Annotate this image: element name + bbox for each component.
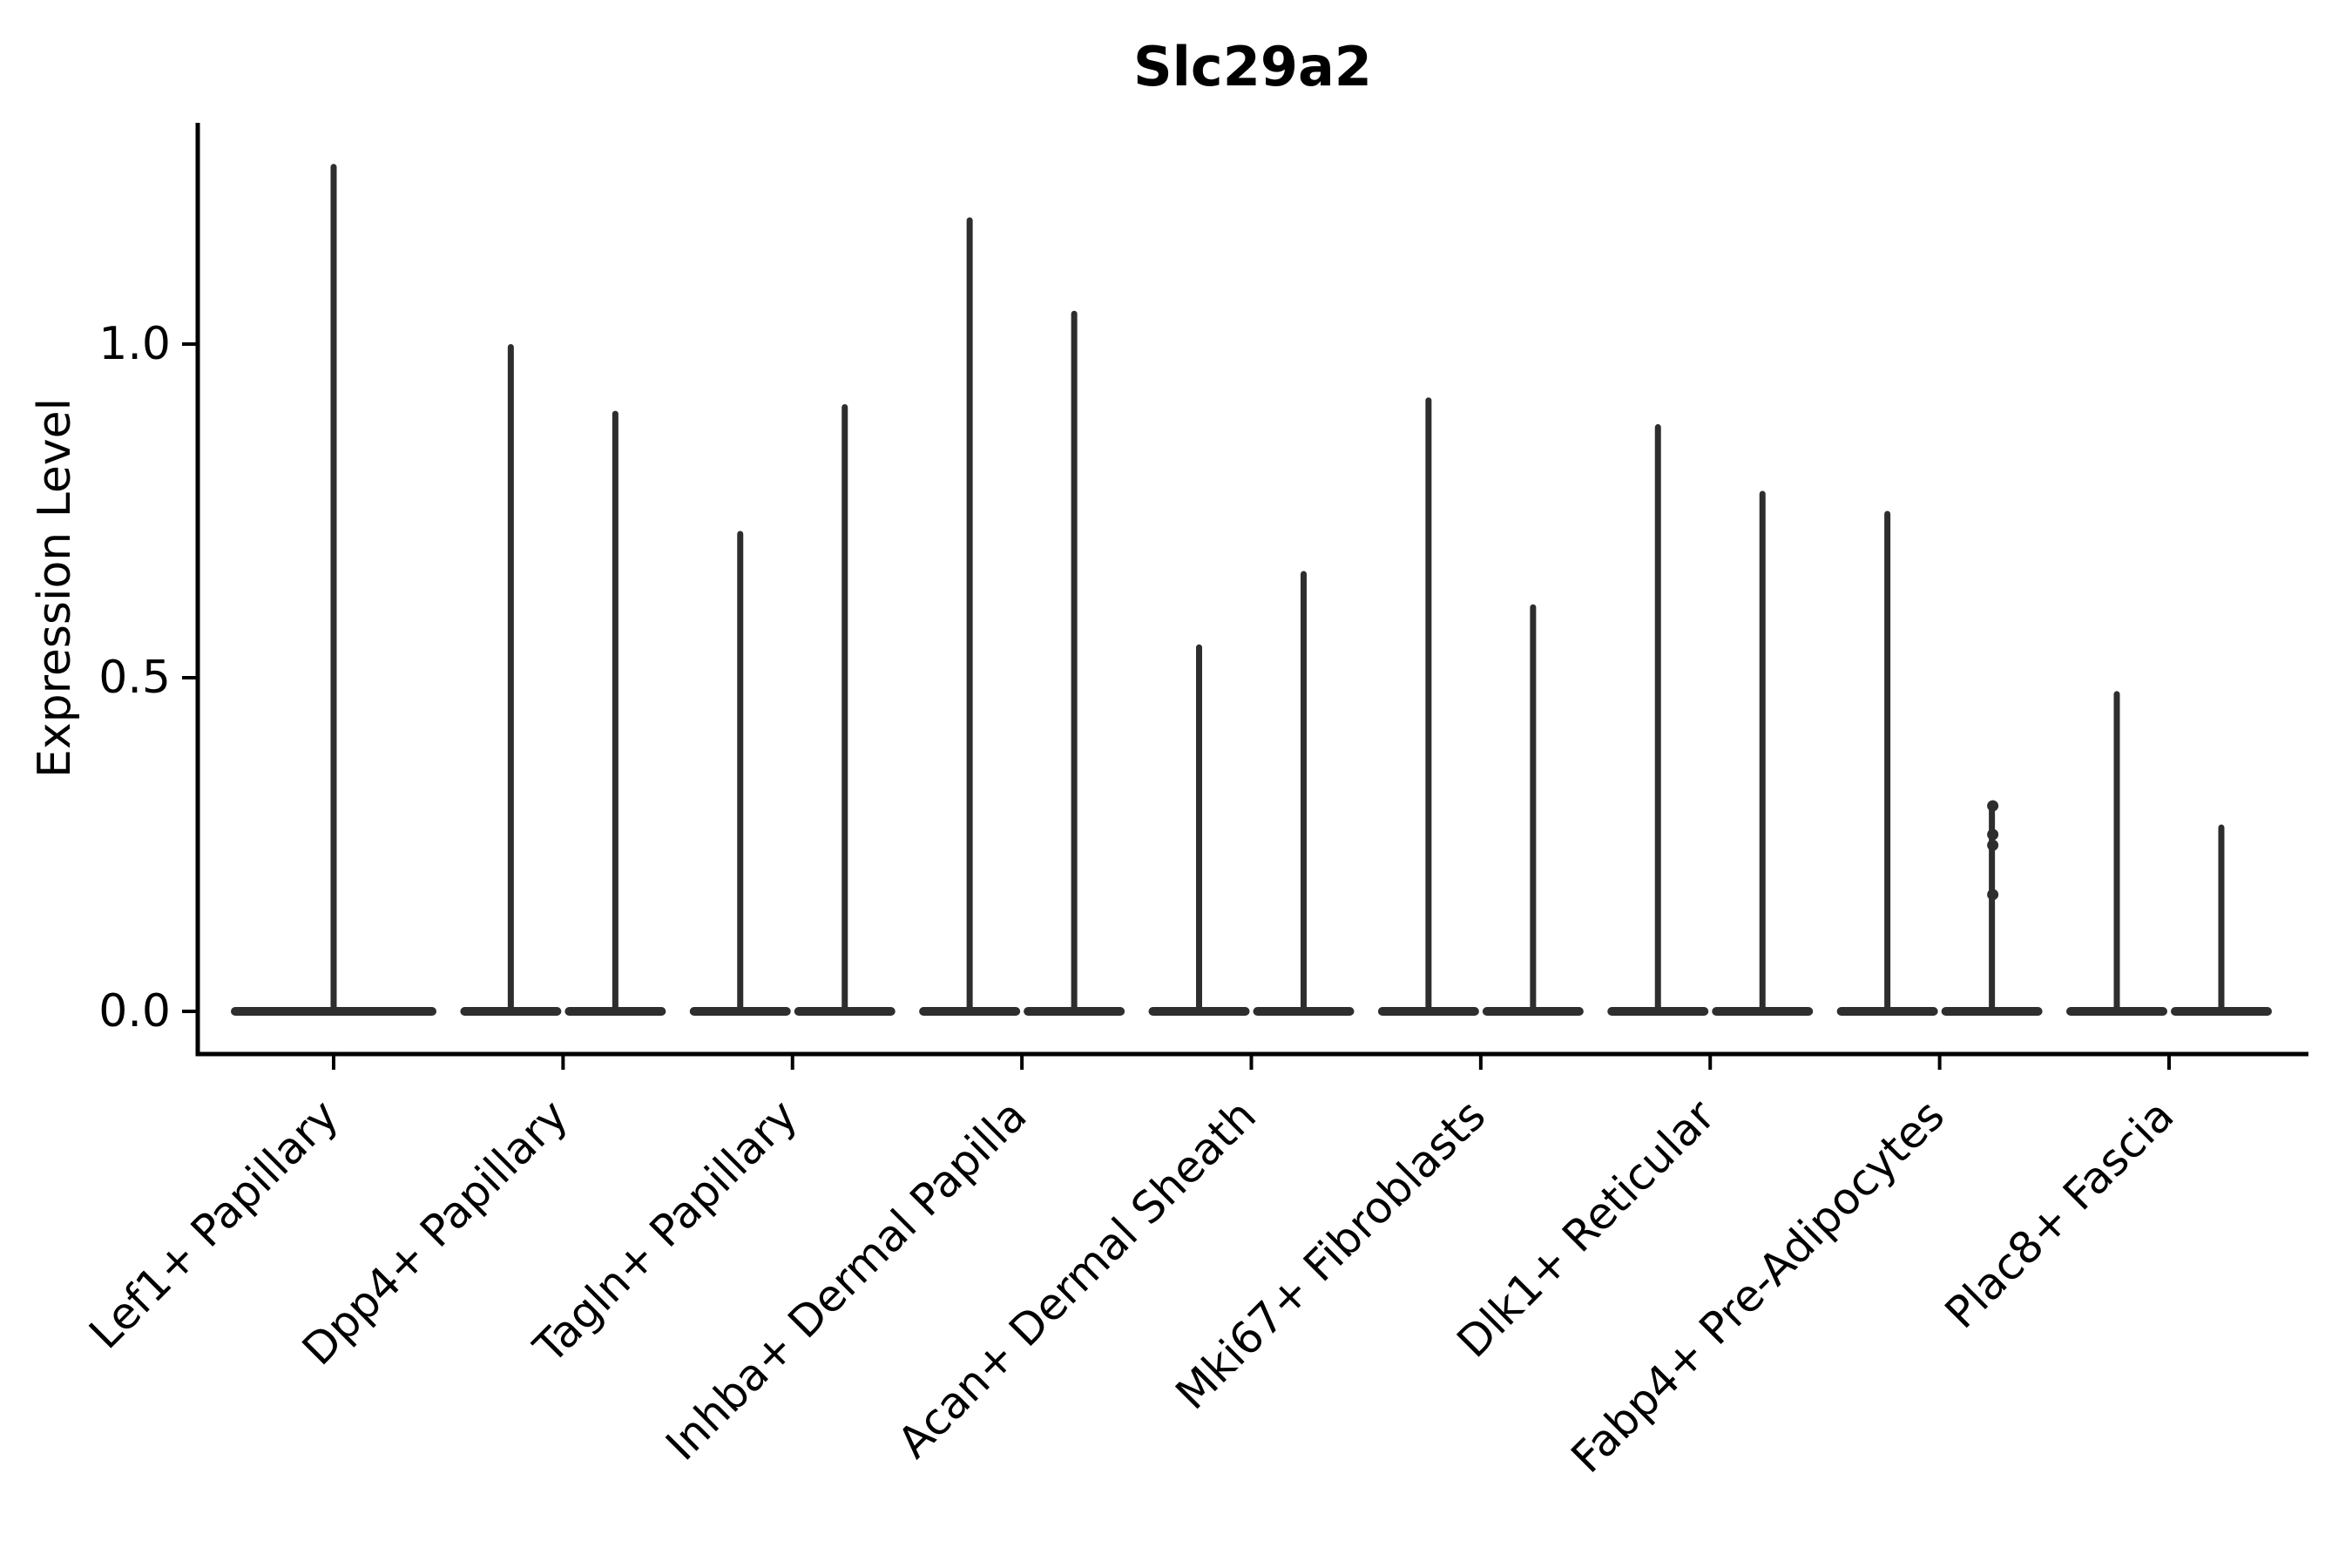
violin bbox=[1148, 644, 1250, 1016]
violin-needle bbox=[966, 217, 973, 1011]
chart-title: Slc29a2 bbox=[1133, 35, 1372, 98]
expression-point bbox=[1987, 828, 1999, 841]
violin-needle bbox=[737, 531, 744, 1011]
violin-needle bbox=[1301, 571, 1307, 1011]
violin bbox=[919, 217, 1021, 1016]
violin-needle bbox=[1530, 604, 1537, 1011]
violin-needle bbox=[1884, 510, 1891, 1011]
violin-needle bbox=[1759, 490, 1766, 1011]
violin-needle bbox=[2113, 691, 2120, 1011]
violin bbox=[1024, 310, 1125, 1016]
violin bbox=[1712, 490, 1814, 1016]
violin-needle bbox=[1196, 644, 1202, 1011]
violin-needle bbox=[330, 164, 337, 1011]
violin-needle bbox=[1989, 804, 1996, 1011]
expression-point bbox=[1987, 800, 1999, 812]
violin bbox=[2171, 824, 2272, 1016]
violin bbox=[1941, 800, 2043, 1016]
violin bbox=[1377, 397, 1479, 1016]
violin bbox=[1253, 571, 1355, 1016]
violin-needle bbox=[841, 403, 848, 1011]
violin bbox=[1836, 510, 1938, 1016]
expression-point bbox=[1987, 889, 1999, 901]
violin bbox=[1607, 423, 1709, 1016]
violin-needle bbox=[507, 344, 514, 1011]
violin-needle bbox=[2218, 824, 2225, 1011]
violin bbox=[1482, 604, 1584, 1016]
violin bbox=[564, 410, 666, 1016]
violin bbox=[794, 403, 896, 1016]
violin bbox=[460, 344, 562, 1016]
violin bbox=[231, 164, 436, 1016]
x-tick-label: Lef1+ Papillary bbox=[79, 1090, 348, 1358]
y-tick-label: 1.0 bbox=[98, 318, 171, 370]
expression-point bbox=[1987, 839, 1999, 851]
violin bbox=[2066, 691, 2167, 1016]
y-tick-label: 0.5 bbox=[98, 652, 171, 704]
violin bbox=[689, 531, 791, 1016]
violin-series bbox=[231, 164, 2272, 1016]
x-tick-label: Fabp4+ Pre-Adipocytes bbox=[1562, 1090, 1955, 1483]
violin-needle bbox=[1425, 397, 1432, 1011]
x-tick-label: Plac8+ Fascia bbox=[1936, 1090, 2184, 1338]
violin-needle bbox=[612, 410, 618, 1012]
violin-needle bbox=[1654, 423, 1661, 1011]
y-axis-label: Expression Level bbox=[29, 398, 81, 778]
y-axis-ticks: 0.0 0.5 1.0 bbox=[98, 318, 198, 1037]
y-tick-label: 0.0 bbox=[98, 985, 171, 1037]
violin-needle bbox=[1071, 310, 1078, 1011]
